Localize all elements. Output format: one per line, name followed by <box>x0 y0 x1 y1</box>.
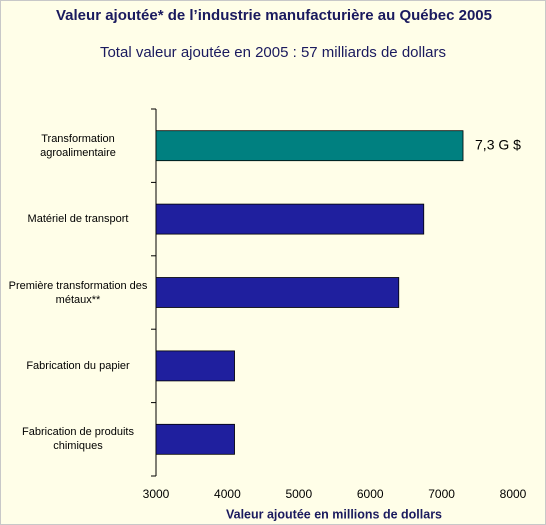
x-tick-label: 4000 <box>214 487 241 501</box>
bar <box>155 130 464 162</box>
x-tick-label: 6000 <box>357 487 384 501</box>
y-tick-label: Première transformation des métaux** <box>8 279 148 306</box>
x-tick-label: 8000 <box>500 487 527 501</box>
bar <box>155 350 235 382</box>
value-label: 7,3 G $ <box>475 136 521 152</box>
y-tick-label: Fabrication du papier <box>26 359 130 372</box>
x-axis-label: Valeur ajoutée en millions de dollars <box>226 507 442 521</box>
bar <box>155 277 400 308</box>
x-tick-label: 3000 <box>143 487 170 501</box>
y-tick-label: Fabrication de produits chimiques <box>22 426 134 453</box>
chart-title: Valeur ajoutée* de l’industrie manufactu… <box>56 7 492 24</box>
bar <box>155 203 425 235</box>
y-tick-label: Matériel de transport <box>27 213 129 226</box>
x-tick-label: 5000 <box>285 487 312 501</box>
bar <box>155 423 235 455</box>
y-tick-label: Transformation agroalimentaire <box>40 132 116 159</box>
chart-subtitle: Total valeur ajoutée en 2005 : 57 millia… <box>99 44 447 61</box>
x-tick-label: 7000 <box>428 487 455 501</box>
